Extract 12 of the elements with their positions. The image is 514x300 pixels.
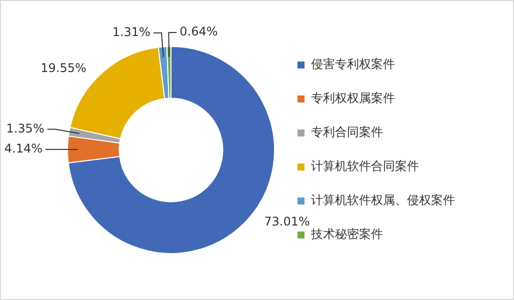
legend-label: 技术秘密案件 [310,227,383,242]
data-label: 73.01% [264,214,310,229]
data-label: 1.35% [6,121,44,136]
legend-label: 专利合同案件 [311,125,383,140]
legend-label: 计算机软件权属、侵权案件 [311,193,455,208]
legend-label: 专利权权属案件 [311,91,395,106]
legend-label: 侵害专利权案件 [311,57,395,72]
data-label: 0.64% [180,24,218,39]
data-label: 19.55% [40,61,86,76]
data-label: 4.14% [4,142,43,156]
legend-label: 计算机软件合同案件 [311,159,419,174]
data-label: 1.31% [112,25,150,40]
